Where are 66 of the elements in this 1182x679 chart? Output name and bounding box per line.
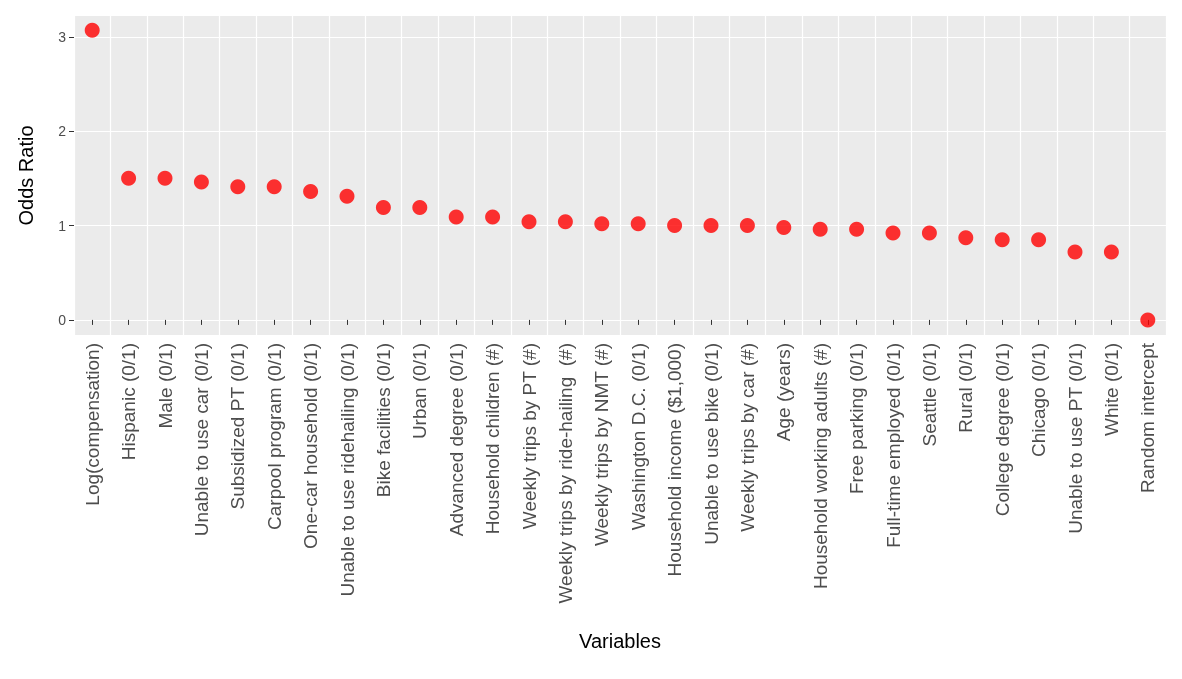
point — [157, 170, 173, 186]
x-tick-label: Unable to use bike (0/1) — [700, 343, 722, 545]
x-tick-label: Random intercept — [1137, 342, 1159, 493]
y-axis-title: Odds Ratio — [15, 125, 37, 226]
x-tick-label: One-car household (0/1) — [300, 343, 322, 549]
point — [885, 225, 901, 241]
point — [739, 218, 755, 234]
x-tick-label: Weekly trips by NMT (#) — [591, 343, 613, 547]
point — [594, 216, 610, 232]
x-tick-label: Hispanic (0/1) — [118, 343, 140, 461]
x-axis-title: Variables — [579, 630, 661, 652]
point — [1103, 244, 1119, 260]
x-tick-label: Log(compensation) — [81, 343, 103, 506]
point — [412, 200, 428, 216]
point — [703, 218, 719, 234]
x-tick-label: Household income ($1,000) — [664, 343, 686, 577]
point — [776, 219, 792, 235]
point — [339, 188, 355, 204]
point — [84, 22, 100, 38]
point — [921, 225, 937, 241]
x-tick-label: Household children (#) — [482, 343, 504, 535]
point — [958, 230, 974, 246]
point — [849, 221, 865, 237]
y-tick-label: 3 — [58, 28, 67, 45]
x-tick-label: Urban (0/1) — [409, 343, 431, 440]
x-tick-label: Washington D.C. (0/1) — [627, 343, 649, 531]
y-tick-label: 2 — [58, 123, 67, 140]
point — [1140, 312, 1156, 328]
x-tick-label: Age (years) — [773, 343, 795, 442]
point — [448, 209, 464, 225]
x-tick-label: Unable to use ridehailing (0/1) — [336, 343, 358, 597]
x-tick-label: Seattle (0/1) — [918, 343, 940, 447]
point — [557, 214, 573, 230]
x-tick-label: Advanced degree (0/1) — [445, 343, 467, 537]
point — [193, 174, 209, 190]
x-tick-label: Unable to use car (0/1) — [190, 343, 212, 537]
x-tick-label: Weekly trips by ride-hailing (#) — [554, 343, 576, 604]
point — [667, 218, 683, 234]
point — [303, 184, 319, 200]
point — [994, 232, 1010, 248]
point — [375, 200, 391, 216]
point — [230, 179, 246, 195]
point — [1067, 244, 1083, 260]
point — [266, 179, 282, 195]
y-tick-label: 0 — [58, 311, 67, 328]
x-tick-label: Rural (0/1) — [955, 343, 977, 433]
point — [121, 170, 137, 186]
x-tick-label: Unable to use PT (0/1) — [1064, 343, 1086, 534]
point — [521, 214, 537, 230]
x-tick-label: Bike facilities (0/1) — [372, 343, 394, 498]
point — [485, 209, 501, 225]
x-tick-label: Carpool program (0/1) — [263, 343, 285, 530]
point — [1031, 232, 1047, 248]
x-tick-label: Subsidized PT (0/1) — [227, 343, 249, 510]
x-tick-label: College degree (0/1) — [991, 343, 1013, 517]
point — [812, 221, 828, 237]
x-tick-label: Male (0/1) — [154, 343, 176, 429]
x-tick-label: Household working adults (#) — [809, 343, 831, 590]
point — [630, 216, 646, 232]
x-tick-label: Weekly trips by PT (#) — [518, 343, 540, 530]
y-tick-label: 1 — [58, 217, 67, 234]
x-tick-label: Full-time employed (0/1) — [882, 343, 904, 548]
x-tick-label: Chicago (0/1) — [1028, 343, 1050, 458]
x-tick-label: Free parking (0/1) — [846, 343, 868, 495]
x-tick-label: Weekly trips by car (#) — [736, 343, 758, 532]
x-tick-label: White (0/1) — [1100, 343, 1122, 436]
